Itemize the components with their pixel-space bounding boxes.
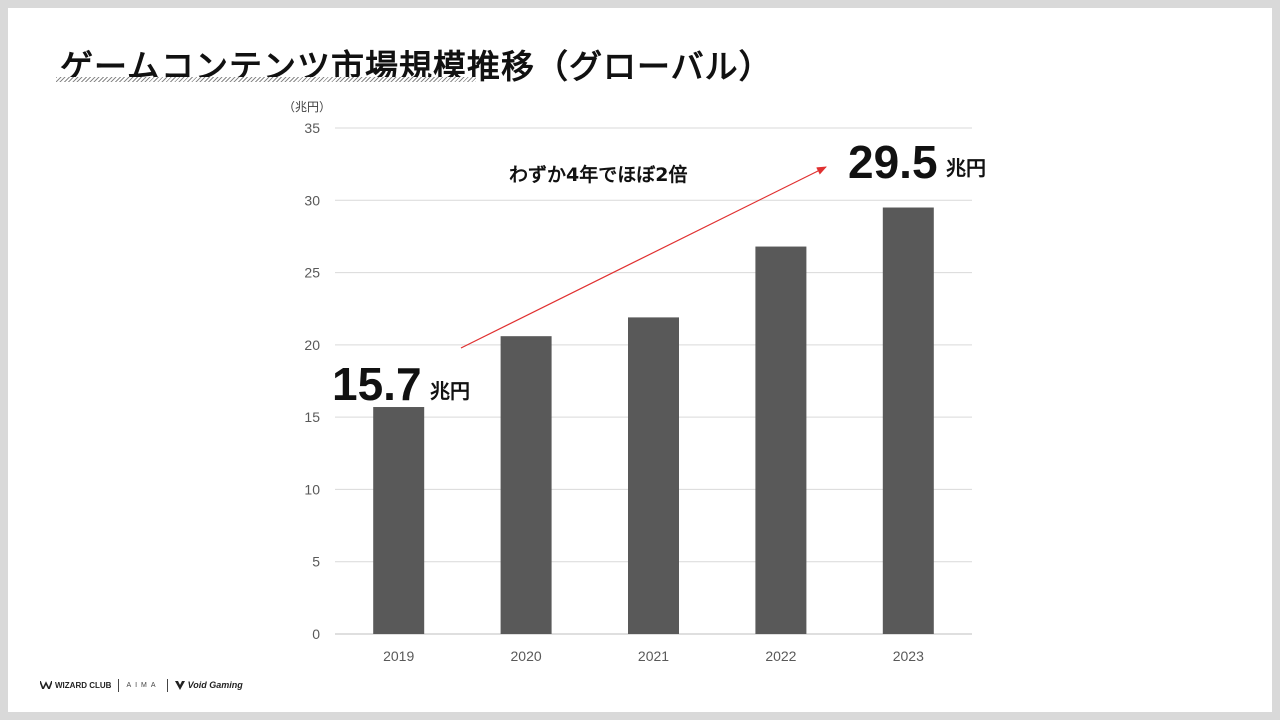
y-axis-unit: （兆円）	[283, 100, 331, 114]
y-tick-label: 15	[304, 409, 320, 425]
end-unit-label: 兆円	[946, 156, 986, 180]
bar-2022	[755, 246, 807, 634]
bar-2019	[373, 407, 425, 634]
void-gaming-text: Void Gaming	[187, 680, 243, 690]
tick-layer: 0 5 10 15 20 25 30 35 2019 2020 2021 2022 2023	[304, 120, 924, 664]
x-tick-label: 2023	[893, 648, 924, 664]
start-value-label: 15.7	[332, 358, 422, 410]
footer-logos: WIZARD CLUB AIMA Void Gaming	[40, 678, 243, 692]
trend-annotation: わずか4年でほぼ2倍	[509, 163, 687, 186]
bar-2020	[500, 336, 552, 634]
y-tick-label: 25	[304, 265, 320, 281]
start-unit-label: 兆円	[430, 379, 470, 403]
y-tick-label: 5	[312, 554, 320, 570]
trend-arrow	[460, 166, 827, 349]
x-tick-label: 2021	[638, 648, 669, 664]
x-tick-label: 2020	[511, 648, 542, 664]
y-tick-label: 30	[304, 192, 320, 208]
wizard-club-logo: WIZARD CLUB	[40, 681, 111, 690]
wizard-w-icon	[40, 681, 52, 689]
y-tick-label: 10	[304, 481, 320, 497]
bar-2021	[628, 317, 679, 634]
y-tick-label: 35	[304, 120, 320, 136]
bar-layer	[373, 207, 934, 634]
aima-logo: AIMA	[126, 681, 160, 689]
void-gaming-logo: Void Gaming	[174, 680, 243, 690]
footer-separator	[166, 678, 168, 692]
wizard-club-text: WIZARD CLUB	[55, 680, 112, 690]
x-tick-label: 2019	[383, 648, 414, 664]
y-tick-label: 0	[312, 626, 320, 642]
end-value-label: 29.5	[848, 136, 938, 188]
x-tick-label: 2022	[765, 648, 796, 664]
title-underline	[56, 77, 476, 82]
footer-separator	[118, 678, 120, 692]
void-gaming-icon	[174, 680, 185, 690]
y-tick-label: 20	[304, 337, 320, 353]
bar-2023	[882, 207, 934, 634]
